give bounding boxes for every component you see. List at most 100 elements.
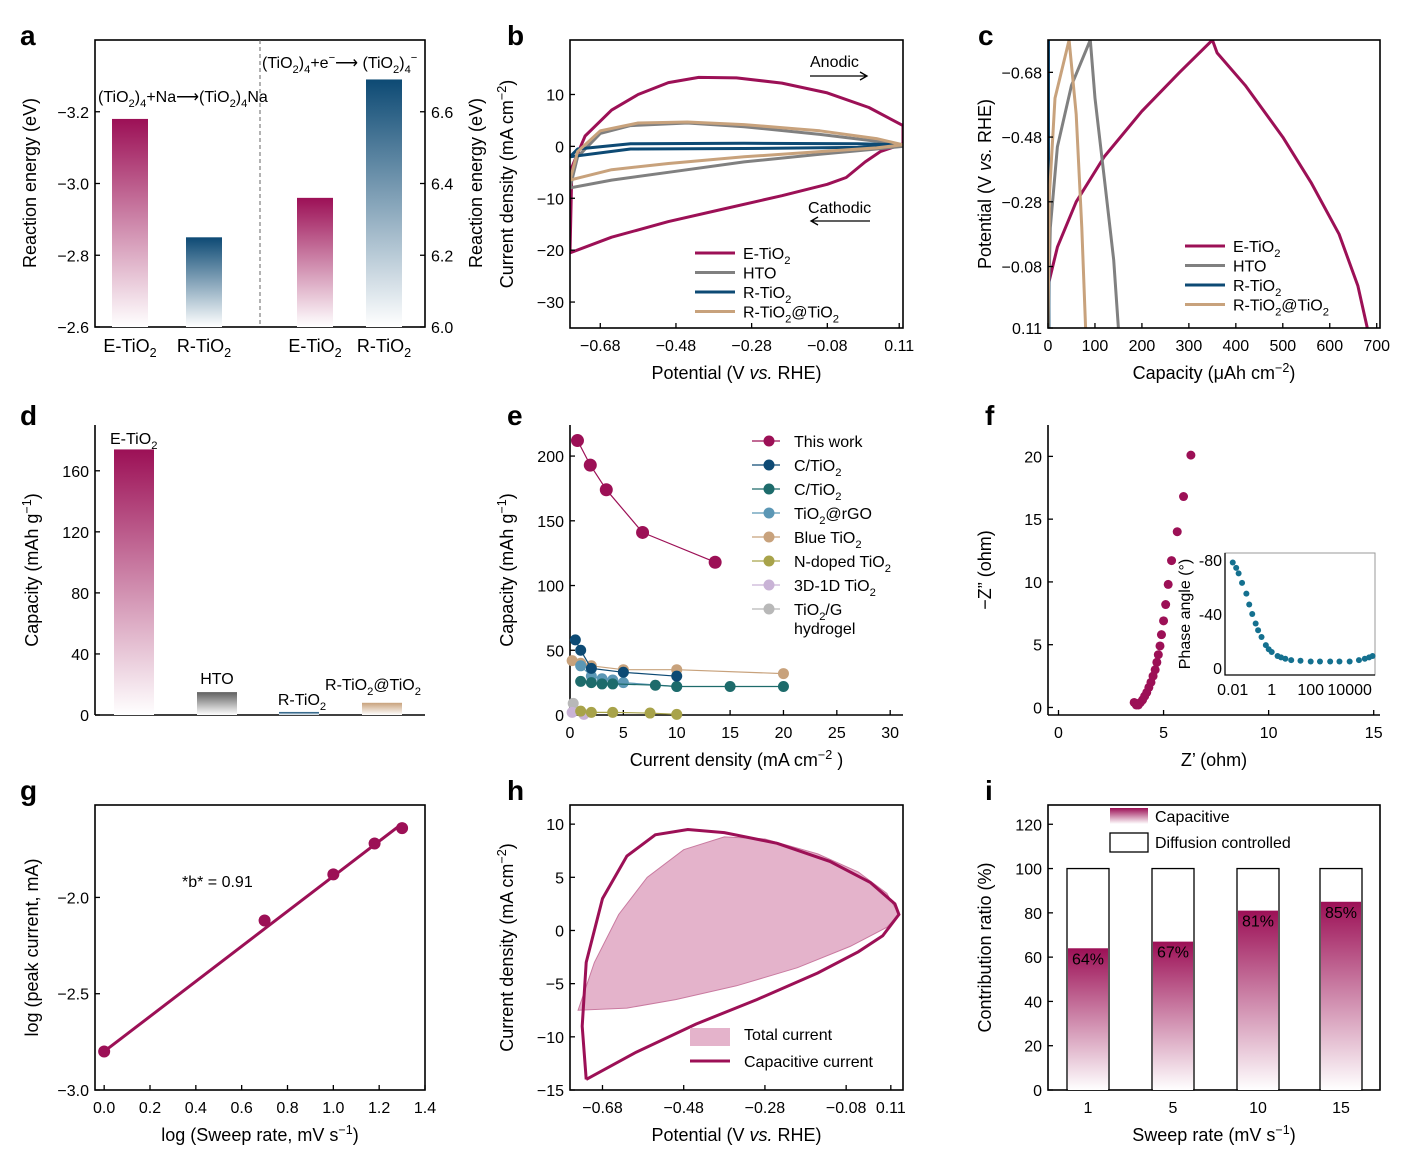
y-tick-label: 6.4 bbox=[431, 177, 453, 194]
total-current-area bbox=[577, 836, 900, 1011]
data-point bbox=[396, 822, 409, 835]
bar-label: HTO bbox=[200, 671, 233, 688]
inset-y-tick-label: 0 bbox=[1213, 661, 1222, 678]
x-tick-label: 300 bbox=[1176, 338, 1203, 355]
data-point bbox=[566, 706, 578, 718]
data-point bbox=[585, 662, 597, 674]
y-tick-label: 0 bbox=[555, 139, 564, 156]
y-tick-label: 160 bbox=[62, 464, 89, 481]
x-tick-label: 0.0 bbox=[93, 1100, 115, 1117]
inset-point bbox=[1233, 564, 1240, 571]
x-tick-label: 0.11 bbox=[876, 1100, 906, 1117]
arrow-left-icon bbox=[809, 216, 870, 226]
series-line bbox=[570, 120, 903, 182]
y-axis-label: Current density (mA cm−2) bbox=[495, 80, 517, 288]
legend-label: Total current bbox=[744, 1027, 833, 1044]
category-label: E-TiO2 bbox=[103, 336, 156, 360]
y-tick-label: 40 bbox=[71, 647, 89, 664]
series-line bbox=[1048, 40, 1120, 328]
data-point bbox=[607, 706, 619, 718]
legend-label: This work bbox=[794, 434, 863, 451]
y-tick-label: 50 bbox=[546, 643, 564, 660]
y-tick-label: 150 bbox=[537, 514, 564, 531]
series-line bbox=[570, 141, 903, 159]
data-point bbox=[327, 868, 340, 881]
x-tick-label: 10 bbox=[1260, 725, 1278, 742]
data-point bbox=[671, 670, 683, 682]
x-tick-label: −0.28 bbox=[745, 1100, 786, 1117]
data-point bbox=[1156, 630, 1166, 640]
inset-point bbox=[1307, 658, 1314, 665]
y-axis-label: Contribution ratio (%) bbox=[975, 862, 995, 1032]
y-tick-label: 100 bbox=[537, 579, 564, 596]
x-tick-label: 200 bbox=[1129, 338, 1156, 355]
legend-label: Diffusion controlled bbox=[1155, 835, 1291, 852]
y-tick-label: 6.2 bbox=[431, 248, 453, 265]
y-tick-label: 20 bbox=[1024, 1039, 1042, 1056]
x-axis-label: Current density (mA cm−2 ) bbox=[630, 748, 843, 770]
inset-point bbox=[1243, 590, 1250, 597]
bar bbox=[112, 118, 148, 327]
y-tick-label: 10 bbox=[546, 817, 564, 834]
inset-x-tick-label: 100 bbox=[1297, 682, 1324, 699]
capacitive-bar bbox=[1321, 901, 1361, 1090]
x-axis-label: Sweep rate (mV s−1) bbox=[1132, 1123, 1295, 1145]
data-point bbox=[569, 634, 581, 646]
x-axis-label: Potential (V vs. RHE) bbox=[651, 363, 821, 383]
legend-label: HTO bbox=[743, 266, 776, 283]
x-tick-label: 15 bbox=[1332, 1100, 1350, 1117]
bar bbox=[114, 449, 154, 715]
data-point bbox=[575, 705, 587, 717]
series-line bbox=[570, 121, 903, 190]
data-point bbox=[671, 708, 683, 720]
y-axis-label: Reaction energy (eV) bbox=[20, 98, 40, 268]
y-tick-label: 0 bbox=[1033, 1083, 1042, 1100]
y-tick-label: −2.5 bbox=[57, 987, 89, 1004]
reaction-annotation: (TiO2)4+e−⟶ (TiO2)4− bbox=[262, 52, 417, 76]
data-label: 81% bbox=[1242, 914, 1274, 931]
y-tick-label: 0 bbox=[80, 708, 89, 725]
inset-y-tick-label: -80 bbox=[1199, 553, 1222, 570]
x-axis-label: log (Sweep rate, mV s−1) bbox=[161, 1123, 358, 1145]
bar bbox=[197, 692, 237, 715]
inset-point bbox=[1252, 620, 1259, 627]
x-tick-label: −0.68 bbox=[582, 1100, 623, 1117]
y-tick-label: −30 bbox=[537, 295, 564, 312]
x-tick-label: 10 bbox=[668, 725, 686, 742]
x-tick-label: 1.0 bbox=[322, 1100, 344, 1117]
inset-point bbox=[1229, 559, 1236, 566]
x-tick-label: 400 bbox=[1222, 338, 1249, 355]
category-label: R-TiO2 bbox=[177, 336, 231, 360]
data-point bbox=[1159, 616, 1169, 626]
series-group bbox=[570, 75, 903, 255]
bar bbox=[186, 237, 222, 327]
legend-marker bbox=[763, 603, 775, 615]
inset-x-tick-label: 0.01 bbox=[1217, 682, 1248, 699]
inset-point bbox=[1336, 658, 1343, 665]
y-tick-label: −10 bbox=[537, 1030, 564, 1047]
legend-swatch bbox=[1109, 832, 1149, 853]
data-point bbox=[583, 458, 597, 472]
legend-label: HTO bbox=[1233, 259, 1266, 276]
legend-label: N-doped TiO2 bbox=[794, 554, 891, 575]
legend-marker bbox=[763, 531, 775, 543]
inset-point bbox=[1288, 657, 1295, 664]
y-tick-label: 5 bbox=[555, 870, 564, 887]
inset-point bbox=[1246, 601, 1253, 608]
legend-marker bbox=[763, 507, 775, 519]
panel-label-a: a bbox=[20, 20, 36, 51]
x-tick-label: 15 bbox=[1365, 725, 1383, 742]
slope-annotation: *b* = 0.91 bbox=[182, 874, 253, 891]
legend-label: Capacitive bbox=[1155, 809, 1230, 826]
inset-point bbox=[1258, 634, 1265, 641]
inset-point bbox=[1235, 570, 1242, 577]
panel-label-i: i bbox=[985, 775, 993, 806]
legend-label: C/TiO2 bbox=[794, 482, 841, 503]
data-point bbox=[258, 914, 271, 927]
x-tick-label: 1.4 bbox=[414, 1100, 436, 1117]
data-point bbox=[649, 679, 661, 691]
y-tick-label: −2.0 bbox=[57, 890, 89, 907]
inset-axes bbox=[1224, 553, 1375, 676]
legend-label: TiO2/G bbox=[794, 602, 842, 623]
data-point bbox=[98, 1045, 111, 1058]
